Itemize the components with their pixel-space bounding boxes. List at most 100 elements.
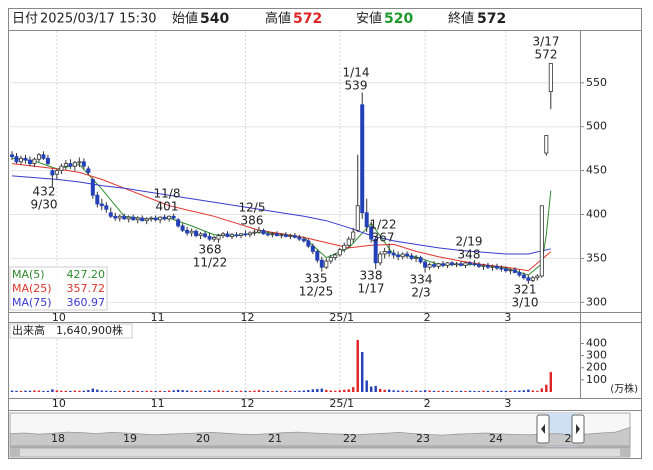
volume-bar	[392, 390, 395, 392]
annotation-value: 401	[156, 200, 179, 214]
open-label: 始値	[172, 11, 198, 27]
volume-bar	[109, 390, 112, 392]
high-label: 高値	[265, 11, 291, 27]
volume-bar	[473, 390, 476, 392]
volume-bar	[370, 386, 373, 392]
volume-bar	[118, 390, 121, 392]
volume-bar	[46, 390, 50, 392]
x-tick-label: 10	[52, 397, 66, 410]
candle-body	[387, 251, 392, 254]
candle-body	[476, 264, 481, 267]
annotation-date: 12/25	[299, 285, 334, 299]
low-value: 520	[384, 11, 413, 27]
low-label: 安値	[356, 11, 382, 27]
volume-bar	[24, 390, 27, 392]
volume-bar	[257, 390, 261, 392]
navigator-label: 23	[416, 432, 430, 445]
volume-bar	[329, 390, 332, 392]
candle-body	[131, 216, 136, 221]
volume-bar	[361, 351, 364, 392]
volume-bar	[280, 391, 283, 392]
volume-bar	[105, 390, 108, 392]
candle-body	[503, 268, 508, 272]
candle-body	[337, 249, 342, 256]
y-tick-label: 500	[586, 120, 607, 133]
candle-body	[535, 275, 540, 279]
x-tick-label: 3	[504, 397, 511, 410]
volume-bar	[347, 389, 350, 392]
candle-body	[319, 259, 324, 268]
scroll-left[interactable]	[10, 448, 20, 457]
volume-bar	[181, 390, 184, 392]
volume-bar	[419, 390, 422, 392]
volume-bar	[141, 391, 144, 392]
volume-bar	[289, 390, 292, 392]
x-tick-label: 10	[52, 311, 66, 324]
volume-bar	[136, 390, 139, 392]
volume-bar	[217, 390, 220, 392]
volume-bar	[69, 390, 72, 392]
candle-body	[382, 251, 387, 255]
candle-body	[265, 233, 270, 236]
candle-body	[530, 277, 535, 281]
x-tick-label: 25/1	[329, 311, 354, 324]
navigator-label: 2	[565, 432, 572, 445]
candle-body	[117, 215, 122, 219]
navigator-label: 21	[268, 432, 282, 445]
handle-arrow	[576, 424, 580, 434]
candle-body	[351, 231, 356, 240]
candle-body	[207, 236, 212, 240]
legend-value: 360.97	[67, 296, 106, 309]
candle-body	[23, 157, 28, 161]
volume-bar	[437, 390, 440, 392]
close-value: 572	[477, 11, 506, 27]
x-tick-label: 12	[240, 311, 254, 324]
volume-bar	[522, 390, 526, 392]
candle-body	[279, 234, 284, 237]
scroll-right[interactable]	[620, 448, 630, 457]
x-tick-label: 2	[424, 311, 431, 324]
candle-body	[436, 263, 441, 267]
volume-bar	[203, 390, 207, 392]
volume-bar	[163, 391, 166, 392]
candle-body	[432, 264, 437, 267]
volume-bar	[383, 389, 386, 392]
open-value: 540	[200, 11, 229, 27]
candle-body	[203, 233, 208, 237]
volume-bar	[271, 391, 274, 392]
volume-bar	[154, 390, 157, 392]
volume-bar	[123, 390, 126, 392]
navigator-label: 18	[51, 432, 65, 445]
volume-bar	[293, 391, 297, 392]
volume-bar	[51, 389, 54, 392]
volume-bar	[262, 390, 265, 392]
candle-body	[310, 245, 315, 252]
candle-body	[122, 215, 127, 220]
volume-bar	[311, 389, 315, 392]
volume-bar	[149, 390, 153, 392]
annotation-date: 2/19	[456, 235, 483, 249]
candle-body	[328, 257, 333, 262]
candle-body	[297, 236, 302, 240]
candle-body	[77, 161, 82, 164]
volume-bar	[100, 390, 103, 392]
candle-body	[539, 205, 544, 277]
volume-bar	[396, 390, 400, 392]
candle-body	[301, 238, 306, 242]
candle-body	[400, 253, 405, 258]
candle-body	[396, 254, 401, 258]
candle-body	[185, 229, 190, 234]
candle-body	[463, 262, 468, 266]
volume-bar	[509, 390, 512, 392]
volume-bar	[549, 372, 552, 392]
volume-bar	[208, 390, 211, 392]
volume-bar	[60, 390, 63, 392]
annotation-date: 11/22	[193, 256, 228, 270]
candle-body	[256, 229, 261, 233]
candle-body	[238, 233, 243, 237]
volume-bar	[482, 390, 485, 392]
volume-bar	[185, 390, 189, 392]
candle-body	[544, 135, 549, 154]
scrollbar[interactable]	[9, 447, 631, 458]
volume-bar	[356, 339, 359, 392]
